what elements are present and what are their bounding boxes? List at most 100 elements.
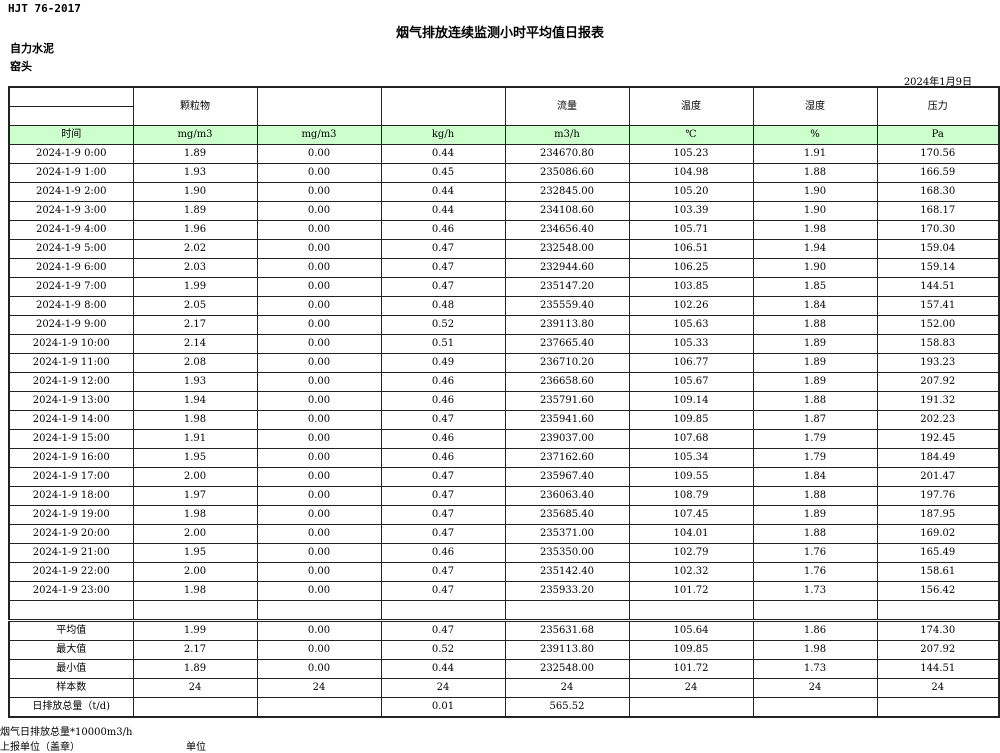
table-cell: 1.98 [752,220,878,240]
table-cell: 0.00 [256,258,382,278]
table-row: 2024-1-9 20:00 2.00 0.00 0.47 235371.00 104.0… [8,524,1000,544]
table-cell: 0.00 [256,163,382,183]
table-cell: 0.00 [256,562,382,582]
table-cell: 236658.60 [504,372,630,392]
header-cell [256,86,382,126]
table-cell: 101.72 [628,581,754,601]
table-cell: 0.44 [380,182,506,202]
table-cell: 0.46 [380,429,506,449]
summary-cell: 样本数 [8,678,134,698]
summary-cell [752,697,878,718]
footer-note: 烟气日排放总量*10000m3/h [0,727,133,738]
table-cell: 1.79 [752,448,878,468]
table-cell: 104.98 [628,163,754,183]
table-cell: 1.87 [752,410,878,430]
table-cell: 0.00 [256,220,382,240]
table-cell: 232944.60 [504,258,630,278]
table-cell: 239037.00 [504,429,630,449]
summary-cell: 0.00 [256,659,382,679]
unit-cell: Pa [876,125,1000,145]
table-cell: 1.90 [752,201,878,221]
summary-cell: 174.30 [876,620,1000,641]
blank-cell [504,600,630,622]
table-cell: 0.00 [256,144,382,164]
table-cell: 0.49 [380,353,506,373]
table-cell: 0.00 [256,334,382,354]
table-cell: 239113.80 [504,315,630,335]
summary-cell: 24 [752,678,878,698]
table-cell: 0.00 [256,543,382,563]
table-row: 2024-1-9 21:00 1.95 0.00 0.46 235350.00 102.7… [8,543,1000,563]
table-cell: 2024-1-9 21:00 [8,543,134,563]
table-cell: 1.90 [752,182,878,202]
table-cell: 237665.40 [504,334,630,354]
report-date: 2024年1月9日 [903,77,972,88]
table-cell: 207.92 [876,372,1000,392]
table-cell: 235559.40 [504,296,630,316]
table-cell: 106.77 [628,353,754,373]
table-cell: 0.47 [380,467,506,487]
table-cell: 0.47 [380,581,506,601]
table-cell: 1.97 [132,486,258,506]
table-cell: 0.44 [380,144,506,164]
table-row: 2024-1-9 15:00 1.91 0.00 0.46 239037.00 107.6… [8,429,1000,449]
company-name: 自力水泥 [10,42,54,55]
summary-cell: 0.52 [380,640,506,660]
table-cell: 1.79 [752,429,878,449]
unit-cell: ℃ [628,125,754,145]
table-cell: 0.00 [256,448,382,468]
table-row: 2024-1-9 5:00 2.02 0.00 0.47 232548.00 106.51… [8,239,1000,259]
summary-cell: 0.47 [380,620,506,641]
table-cell: 105.23 [628,144,754,164]
table-cell: 236710.20 [504,353,630,373]
table-cell: 1.88 [752,163,878,183]
summary-cell [876,697,1000,718]
summary-cell: 24 [380,678,506,698]
table-cell: 235967.40 [504,467,630,487]
table-cell: 166.59 [876,163,1000,183]
table-cell: 0.46 [380,391,506,411]
table-cell: 1.76 [752,543,878,563]
table-cell: 0.00 [256,239,382,259]
table-cell: 0.47 [380,258,506,278]
summary-cell: 105.64 [628,620,754,641]
table-cell: 1.95 [132,448,258,468]
reporter-label: 上报单位（盖章） [0,742,80,753]
unit-cell: 时间 [8,125,134,145]
table-row: 2024-1-9 3:00 1.89 0.00 0.44 234108.60 103.39… [8,201,1000,221]
blank-cell [132,600,258,622]
table-cell: 105.63 [628,315,754,335]
table-cell: 1.73 [752,581,878,601]
header-cell [8,86,134,107]
table-cell: 2024-1-9 1:00 [8,163,134,183]
table-row: 2024-1-9 18:00 1.97 0.00 0.47 236063.40 108.7… [8,486,1000,506]
summary-cell: 1.99 [132,620,258,641]
header-cell: 湿度 [752,86,878,126]
table-cell: 2024-1-9 22:00 [8,562,134,582]
table-cell: 2024-1-9 9:00 [8,315,134,335]
units-row: 时间 mg/m3 mg/m3 kg/h m3/h ℃% Pa [8,125,1000,145]
summary-cell: 最大值 [8,640,134,660]
table-row: 2024-1-9 6:00 2.03 0.00 0.47 232944.60 106.25… [8,258,1000,278]
table-cell: 2024-1-9 11:00 [8,353,134,373]
report-title-text: 烟气排放连续监测小时平均值日报表 [395,26,604,41]
table-cell: 192.45 [876,429,1000,449]
table-cell: 107.68 [628,429,754,449]
unit-name: 窑头 [10,60,32,73]
table-row: 2024-1-9 13:00 1.94 0.00 0.46 235791.60 109.1… [8,391,1000,411]
summary-cell: 0.00 [256,620,382,641]
table-cell: 2.17 [132,315,258,335]
table-cell: 0.46 [380,543,506,563]
table-cell: 0.47 [380,239,506,259]
table-cell: 2024-1-9 16:00 [8,448,134,468]
table-cell: 0.00 [256,353,382,373]
table-cell: 0.00 [256,201,382,221]
table-row: 2024-1-9 7:00 1.99 0.00 0.47 235147.20 103.85… [8,277,1000,297]
table-cell: 144.51 [876,277,1000,297]
table-cell: 2024-1-9 0:00 [8,144,134,164]
table-row: 2024-1-9 11:00 2.08 0.00 0.49 236710.20 106.7… [8,353,1000,373]
table-cell: 2024-1-9 15:00 [8,429,134,449]
table-cell: 2024-1-9 14:00 [8,410,134,430]
table-cell: 1.90 [752,258,878,278]
table-cell: 0.00 [256,429,382,449]
